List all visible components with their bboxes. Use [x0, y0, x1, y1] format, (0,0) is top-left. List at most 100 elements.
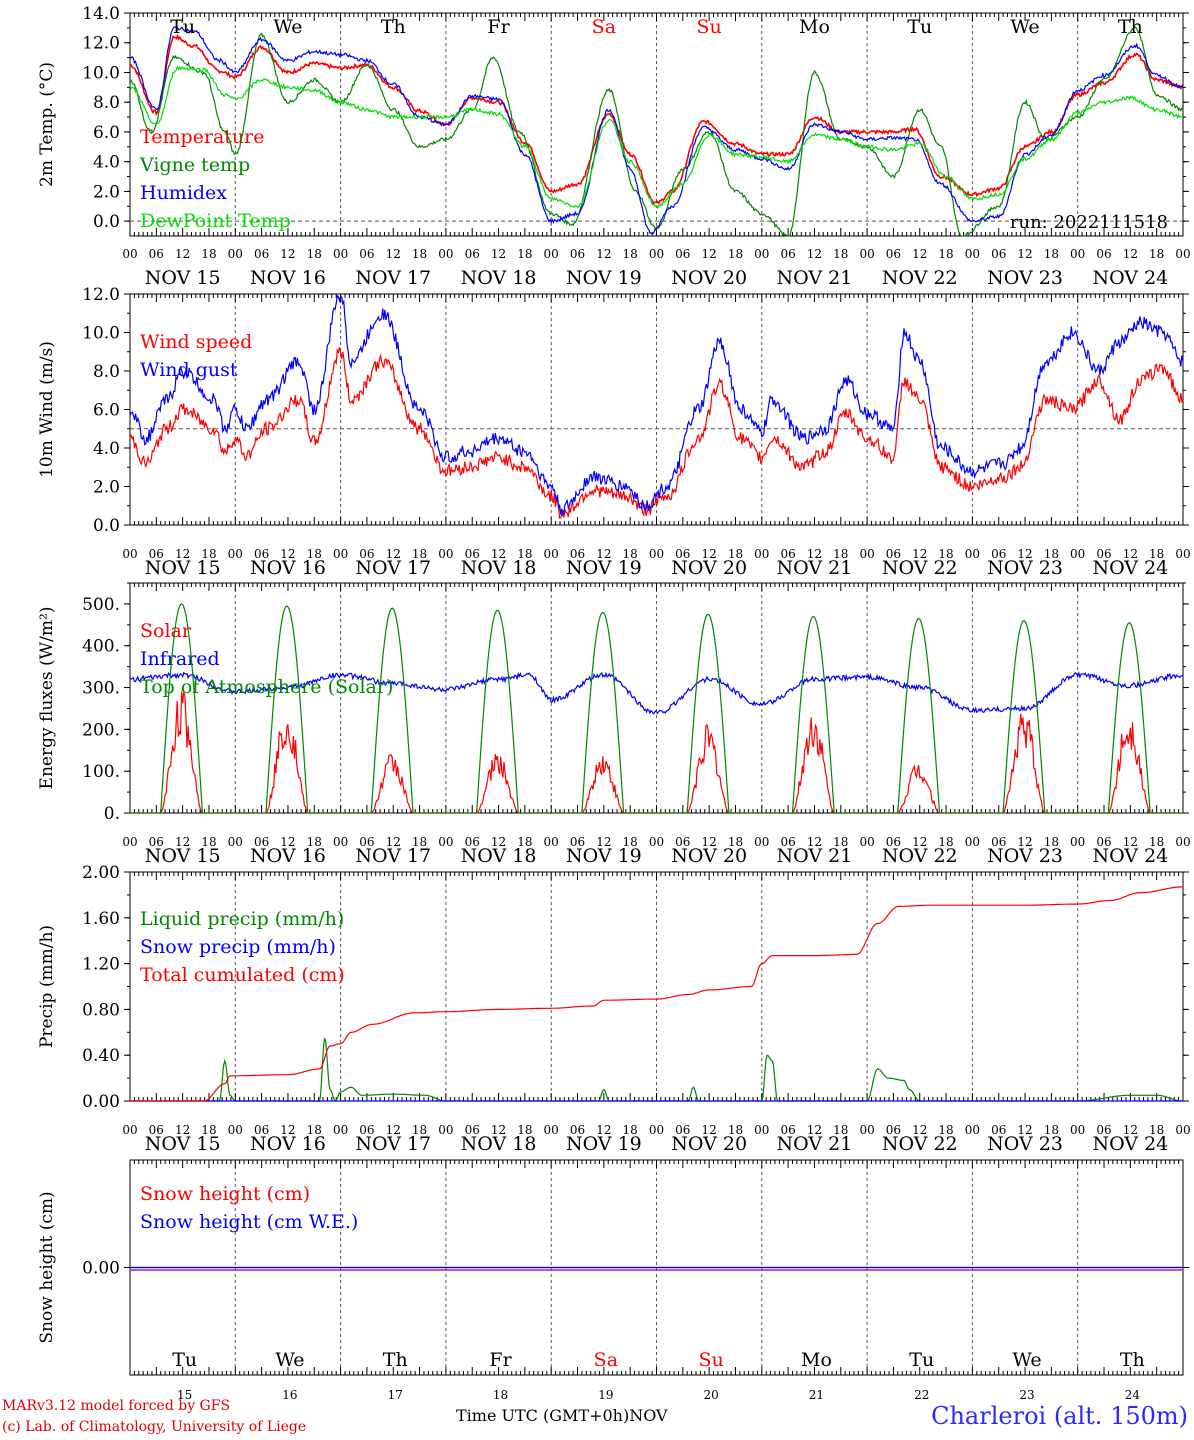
hour-tick-label: 06: [254, 1123, 269, 1137]
hour-tick-label: 06: [359, 835, 374, 849]
day-label: NOV 22: [882, 557, 958, 579]
hour-tick-label: 00: [544, 1123, 559, 1137]
snow-day-abbr: We: [1012, 1349, 1041, 1371]
station-label: Charleroi (alt. 150m): [931, 1402, 1188, 1430]
hour-tick-label: 00: [228, 1123, 243, 1137]
hour-tick-label: 06: [570, 247, 585, 261]
hour-tick-label: 12: [491, 835, 506, 849]
hour-tick-label: 00: [859, 1123, 874, 1137]
hour-tick-label: 12: [807, 547, 822, 561]
hour-tick-label: 18: [1149, 247, 1164, 261]
hour-tick-label: 06: [254, 247, 269, 261]
legend-top-of-atmosphere-solar-: Top of Atmosphere (Solar): [140, 676, 393, 698]
y-tick-label: 4.0: [93, 153, 120, 173]
day-number: 23: [1019, 1388, 1034, 1402]
day-label: NOV 22: [882, 845, 958, 867]
hour-tick-label: 12: [280, 247, 295, 261]
day-label: NOV 23: [987, 845, 1063, 867]
y-tick-label: 300.: [82, 679, 120, 699]
hour-tick-label: 18: [201, 247, 216, 261]
hour-tick-label: 00: [122, 247, 137, 261]
day-abbr: Tu: [170, 16, 195, 38]
legend-temperature: Temperature: [140, 126, 264, 148]
hour-tick-label: 00: [1175, 1123, 1190, 1137]
hour-tick-label: 06: [149, 1123, 164, 1137]
legend-infrared: Infrared: [140, 648, 220, 670]
hour-tick-label: 18: [938, 835, 953, 849]
hour-tick-label: 12: [596, 547, 611, 561]
hour-tick-label: 00: [544, 247, 559, 261]
day-number: 21: [809, 1388, 824, 1402]
hour-tick-label: 12: [807, 247, 822, 261]
hour-tick-label: 06: [254, 547, 269, 561]
day-number: 22: [914, 1388, 929, 1402]
y-tick-label: 12.0: [82, 285, 120, 305]
legend-snow-height-cm-: Snow height (cm): [140, 1183, 310, 1205]
hour-tick-label: 18: [412, 247, 427, 261]
hour-tick-label: 06: [1096, 835, 1111, 849]
y-axis-label: 2m Temp. (°C): [37, 62, 57, 187]
legend-solar: Solar: [140, 620, 192, 642]
hour-tick-label: 00: [1070, 547, 1085, 561]
hour-tick-label: 06: [675, 547, 690, 561]
legend-snow-height-cm-w-e-: Snow height (cm W.E.): [140, 1211, 358, 1233]
hour-tick-label: 00: [333, 547, 348, 561]
legend-humidex: Humidex: [140, 182, 227, 204]
day-label: NOV 15: [145, 557, 221, 579]
hour-tick-label: 00: [754, 547, 769, 561]
hour-tick-label: 18: [728, 835, 743, 849]
hour-tick-label: 12: [807, 835, 822, 849]
hour-tick-label: 06: [1096, 547, 1111, 561]
lab-credit: (c) Lab. of Climatology, University of L…: [2, 1419, 307, 1435]
hour-tick-label: 00: [228, 247, 243, 261]
hour-tick-label: 12: [386, 1123, 401, 1137]
day-label: NOV 16: [250, 1133, 326, 1155]
y-axis-label: Precip (mm/h): [37, 925, 57, 1048]
hour-tick-label: 00: [438, 247, 453, 261]
hour-tick-label: 00: [649, 835, 664, 849]
hour-tick-label: 00: [1070, 1123, 1085, 1137]
day-number: 17: [388, 1388, 403, 1402]
y-tick-label: 1.20: [82, 955, 120, 975]
hour-tick-label: 18: [517, 1123, 532, 1137]
day-label: NOV 24: [1092, 1133, 1168, 1155]
y-tick-label: 500.: [82, 595, 120, 615]
snow-day-abbr: Th: [1120, 1349, 1145, 1371]
hour-tick-label: 00: [1175, 247, 1190, 261]
y-tick-label: 0.40: [82, 1046, 120, 1066]
hour-tick-label: 06: [675, 1123, 690, 1137]
hour-tick-label: 12: [280, 1123, 295, 1137]
month-label: NOV: [629, 1406, 668, 1425]
hour-tick-label: 18: [412, 1123, 427, 1137]
legend-dewpoint-temp: DewPoint Temp: [140, 210, 291, 232]
hour-tick-label: 00: [228, 547, 243, 561]
hour-tick-label: 12: [175, 835, 190, 849]
hour-tick-label: 00: [544, 835, 559, 849]
hour-tick-label: 18: [307, 835, 322, 849]
y-tick-label: 2.00: [82, 863, 120, 883]
hour-tick-label: 12: [912, 835, 927, 849]
hour-tick-label: 06: [991, 247, 1006, 261]
y-tick-label: 8.0: [93, 93, 120, 113]
x-axis-title-text: Time UTC (GMT+0h): [456, 1406, 630, 1425]
day-label: NOV 16: [250, 845, 326, 867]
hour-tick-label: 06: [991, 547, 1006, 561]
hour-tick-label: 12: [807, 1123, 822, 1137]
legend-wind-speed: Wind speed: [140, 331, 252, 353]
hour-tick-label: 12: [386, 247, 401, 261]
hour-tick-label: 18: [517, 835, 532, 849]
hour-tick-label: 00: [544, 547, 559, 561]
hour-tick-label: 00: [649, 247, 664, 261]
hour-tick-label: 18: [1149, 835, 1164, 849]
hour-tick-label: 00: [754, 1123, 769, 1137]
hour-tick-label: 12: [491, 1123, 506, 1137]
day-number: 20: [704, 1388, 719, 1402]
y-tick-label: 10.0: [82, 63, 120, 83]
day-abbr: Th: [381, 16, 406, 38]
hour-tick-label: 18: [833, 835, 848, 849]
legend-liquid-precip-mm-h-: Liquid precip (mm/h): [140, 908, 344, 930]
hour-tick-label: 06: [780, 547, 795, 561]
y-tick-label: 1.60: [82, 909, 120, 929]
hour-tick-label: 06: [254, 835, 269, 849]
